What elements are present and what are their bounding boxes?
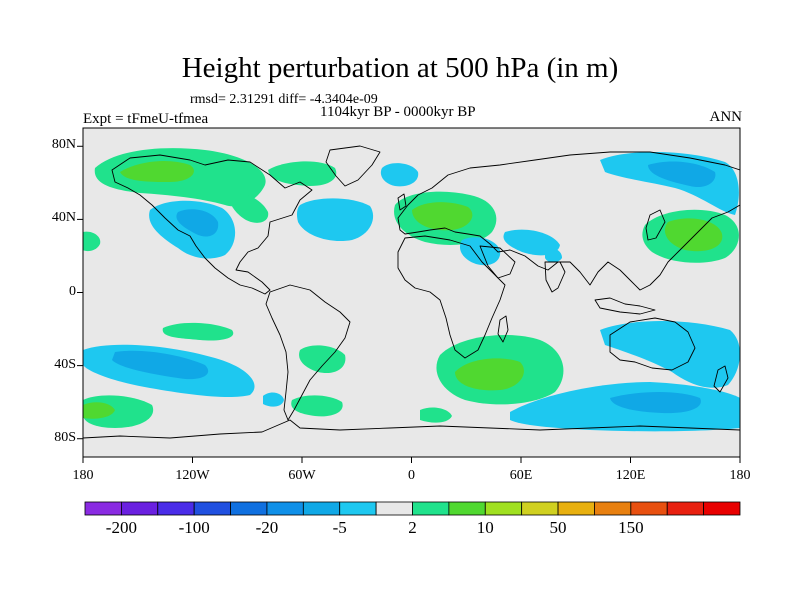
neg-region-south-atlantic-small (263, 392, 284, 407)
pos-region-canada (268, 161, 337, 186)
coast-madagascar (497, 315, 509, 343)
neg-region-india (545, 248, 562, 263)
colorbar-swatch (484, 501, 523, 516)
coast-africa (397, 235, 506, 359)
coastlines (83, 145, 740, 439)
lat-tick-label: 80N (51, 137, 76, 153)
lat-tick-label: 40S (54, 356, 76, 372)
colorbar-label: -5 (332, 518, 347, 537)
colorbar-swatch (630, 501, 668, 516)
pos-region-pacific-edge (83, 231, 101, 252)
neg-region-greenland (380, 163, 419, 187)
colorbar-swatch (594, 501, 632, 516)
coast-eurasia (397, 151, 740, 291)
coast-indonesia (594, 297, 656, 315)
colorbar-swatch (266, 501, 304, 516)
colorbar-swatch (193, 501, 231, 516)
negative-anomaly-regions (83, 151, 740, 432)
colorbar-label: -20 (255, 518, 279, 537)
colorbar-label: -100 (178, 518, 210, 537)
colorbar-swatch (375, 501, 413, 516)
neg-region-australia (600, 321, 740, 388)
colorbar-label: 10 (476, 518, 494, 537)
lon-tick-label: 120W (175, 468, 210, 483)
neg-region-southern-ocean-core (610, 392, 701, 414)
colorbar-swatch (666, 501, 705, 516)
coast-antarctica (83, 419, 740, 439)
lon-tick-label: 120E (615, 468, 646, 483)
colorbar-swatch (703, 501, 741, 516)
colorbar-label: 150 (618, 518, 644, 537)
lat-tick-label: 80S (54, 429, 76, 445)
coast-japan (645, 209, 666, 241)
pos-region-antarctic-south (420, 407, 452, 423)
coast-south-america (265, 284, 351, 421)
neg-region-north-pacific-core (176, 209, 219, 237)
pos-region-southwest-core (83, 402, 115, 419)
colorbar-label: 50 (549, 518, 567, 537)
coast-new-zealand (713, 365, 729, 393)
coast-arabia (479, 245, 516, 279)
coast-north-america (111, 154, 313, 295)
season-label: ANN (709, 109, 743, 125)
colorbar (84, 501, 741, 516)
colorbar-swatch (157, 501, 195, 516)
lon-tick-label: 0 (408, 468, 415, 483)
pos-region-south-atlantic (291, 395, 343, 417)
experiment-label: Expt = tFmeU-tfmea (83, 111, 209, 127)
lon-tick-label: 180 (729, 468, 751, 483)
colorbar-label: 2 (408, 518, 417, 537)
positive-anomaly-regions (83, 148, 739, 428)
neg-region-south-pacific-core (112, 350, 209, 380)
coast-greenland (325, 145, 381, 187)
neg-region-north-atlantic (296, 198, 374, 242)
colorbar-swatch (412, 501, 450, 516)
pos-region-alaska-core (120, 160, 194, 182)
neg-region-arabia (503, 229, 560, 256)
colorbar-swatch (448, 501, 486, 516)
map-panel (83, 128, 740, 457)
colorbar-swatch (521, 501, 559, 516)
axis-ticks (77, 145, 741, 463)
colorbar-swatch (120, 501, 159, 516)
colorbar-swatch (339, 501, 377, 516)
lat-tick-label: 0 (69, 283, 76, 299)
lon-tick-label: 60E (509, 468, 533, 483)
pos-region-europe-core (412, 202, 473, 231)
colorbar-swatch (557, 501, 595, 516)
pos-region-canada-east (229, 193, 269, 223)
lat-tick-label: 40N (51, 210, 76, 226)
colorbar-label: -200 (105, 518, 137, 537)
neg-region-siberia-core (648, 161, 716, 188)
pos-region-pacific-west-core (664, 218, 723, 252)
lon-tick-label: 180 (72, 468, 94, 483)
pos-region-indian-ocean-core (455, 358, 524, 391)
coast-uk (397, 193, 407, 211)
pos-region-south-america (299, 345, 346, 374)
coast-india (544, 261, 566, 293)
period-text: 1104kyr BP - 0000kyr BP (320, 104, 476, 120)
rmsd-diff-text: rmsd= 2.31291 diff= -4.3404e-09 (190, 92, 378, 107)
colorbar-swatch (230, 501, 268, 516)
pos-region-south-pacific (162, 322, 234, 341)
map-title: Height perturbation at 500 hPa (in m) (181, 52, 619, 84)
colorbar-swatch (84, 501, 122, 516)
coast-australia (609, 317, 696, 371)
lon-tick-label: 60W (288, 468, 316, 483)
colorbar-swatch (302, 501, 341, 516)
